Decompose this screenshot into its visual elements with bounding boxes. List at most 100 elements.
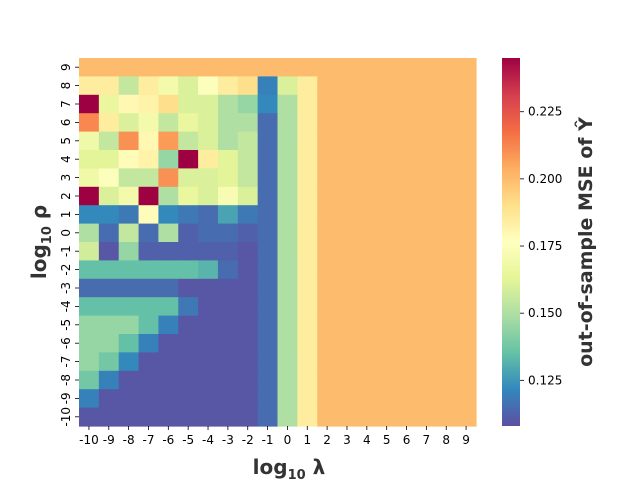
heatmap-cell	[158, 334, 179, 353]
heatmap-cell	[456, 389, 477, 409]
heatmap-cell	[356, 407, 378, 427]
heatmap-cell	[416, 297, 437, 317]
heatmap-cell	[436, 113, 457, 133]
heatmap-cell	[198, 168, 219, 188]
y-tick-label: 3	[59, 174, 73, 182]
heatmap-cell	[317, 131, 338, 151]
heatmap-cell	[396, 370, 418, 390]
heatmap-cell	[356, 131, 378, 151]
heatmap-cell	[277, 113, 298, 133]
colorbar	[502, 58, 520, 426]
heatmap-cell	[178, 94, 199, 114]
heatmap-cell	[217, 186, 239, 206]
heatmap-cell	[98, 260, 120, 280]
heatmap-cell	[436, 370, 457, 390]
heatmap-cell	[376, 94, 398, 114]
heatmap-cell	[198, 76, 219, 96]
heatmap-cell	[237, 278, 259, 298]
heatmap-cell	[118, 278, 140, 298]
heatmap-cell	[277, 242, 298, 261]
heatmap-cell	[98, 315, 120, 335]
x-tick-label: 5	[383, 433, 391, 447]
heatmap-cell	[396, 297, 418, 317]
heatmap-cell	[277, 407, 298, 427]
heatmap-cell	[198, 370, 219, 390]
heatmap-cell	[317, 94, 338, 114]
heatmap-cell	[456, 334, 477, 353]
heatmap-cell	[456, 168, 477, 188]
heatmap-cell	[158, 242, 179, 261]
heatmap-cell	[158, 150, 179, 169]
heatmap-cell	[138, 334, 159, 353]
x-tick-label: 9	[462, 433, 470, 447]
heatmap-cell	[436, 186, 457, 206]
heatmap-cell	[317, 370, 338, 390]
heatmap-cell	[158, 389, 179, 409]
heatmap-cell	[297, 315, 318, 335]
heatmap-cell	[356, 260, 378, 280]
heatmap-cell	[237, 150, 259, 169]
heatmap-cell	[118, 297, 140, 317]
heatmap-cell	[118, 315, 140, 335]
heatmap-cell	[217, 334, 239, 353]
colorbar-ticks: 0.125 0.150 0.175 0.200 0.225	[520, 105, 562, 387]
heatmap-cell	[79, 352, 100, 372]
heatmap-cell	[237, 260, 259, 280]
colorbar-tick-label: 0.125	[528, 373, 562, 387]
y-tick-label: -5	[59, 319, 73, 331]
heatmap-cell	[257, 370, 279, 390]
heatmap-cell	[337, 168, 358, 188]
y-tick-label: 7	[59, 100, 73, 108]
heatmap-cell	[456, 297, 477, 317]
heatmap-cell	[158, 94, 179, 114]
heatmap-cell	[277, 352, 298, 372]
heatmap-cell	[79, 150, 100, 169]
heatmap-cell	[79, 389, 100, 409]
heatmap-cell	[158, 278, 179, 298]
heatmap-cell	[98, 168, 120, 188]
x-tick-label: 4	[363, 433, 371, 447]
heatmap-cell	[376, 260, 398, 280]
heatmap-cell	[118, 113, 140, 133]
heatmap-cell	[257, 278, 279, 298]
heatmap-cell	[118, 76, 140, 96]
heatmap-cell	[456, 352, 477, 372]
y-tick-label: -3	[59, 282, 73, 294]
heatmap-cell	[198, 334, 219, 353]
heatmap-cell	[436, 278, 457, 298]
heatmap-cell	[178, 352, 199, 372]
heatmap-cell	[98, 370, 120, 390]
heatmap-cell	[376, 58, 398, 77]
heatmap-cell	[178, 150, 199, 169]
heatmap-cell	[396, 150, 418, 169]
heatmap-cell	[297, 352, 318, 372]
heatmap-cell	[158, 131, 179, 151]
heatmap-cell	[396, 352, 418, 372]
heatmap-cell	[337, 76, 358, 96]
y-tick-label: 8	[59, 82, 73, 90]
heatmap-cell	[456, 260, 477, 280]
heatmap-cell	[178, 315, 199, 335]
heatmap-cell	[436, 407, 457, 427]
heatmap-cell	[356, 223, 378, 243]
heatmap-cell	[118, 205, 140, 225]
heatmap-cell	[217, 168, 239, 188]
x-tick-label: 0	[284, 433, 292, 447]
heatmap-cell	[98, 407, 120, 427]
heatmap-cell	[396, 186, 418, 206]
heatmap-cell	[98, 297, 120, 317]
heatmap-cell	[237, 242, 259, 261]
x-tick-label: -1	[262, 433, 274, 447]
heatmap-cell	[138, 260, 159, 280]
heatmap-cell	[178, 242, 199, 261]
heatmap-cell	[396, 407, 418, 427]
heatmap-cell	[416, 315, 437, 335]
heatmap-cell	[217, 94, 239, 114]
heatmap-cell	[376, 150, 398, 169]
heatmap-cell	[237, 223, 259, 243]
heatmap-cell	[118, 58, 140, 77]
heatmap-cell	[198, 297, 219, 317]
heatmap-cell	[337, 334, 358, 353]
y-tick-label: -8	[59, 374, 73, 386]
heatmap-cell	[118, 186, 140, 206]
